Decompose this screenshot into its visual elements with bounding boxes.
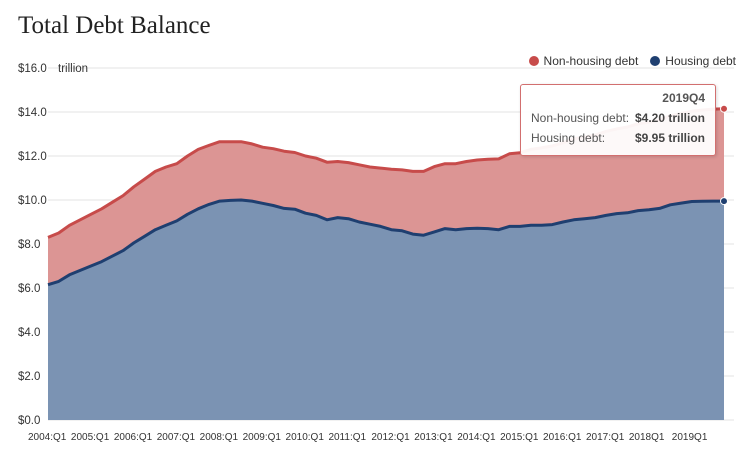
x-tick-label: 2005:Q1: [71, 432, 110, 443]
y-tick-label: $6.0: [18, 283, 40, 295]
x-tick-label: 2012:Q1: [371, 432, 410, 443]
x-tick-label: 2007:Q1: [157, 432, 196, 443]
x-tick-label: 2013:Q1: [414, 432, 453, 443]
legend-item-housing[interactable]: Housing debt: [650, 54, 736, 68]
y-tick-label: $10.0: [18, 195, 47, 207]
y-tick-label: $12.0: [18, 151, 47, 163]
x-tick-label: 2009:Q1: [243, 432, 282, 443]
area-layers: [48, 108, 724, 420]
x-tick-label: 2016:Q1: [543, 432, 582, 443]
tooltip-period: 2019Q4: [662, 91, 705, 105]
housing-end-point: [720, 197, 728, 206]
housing-line: [47, 198, 724, 287]
tooltip: 2019Q4 Non-housing debt: $4.20 trillion …: [520, 84, 716, 156]
legend-swatch-housing: [650, 56, 661, 66]
tooltip-label: Non-housing debt:: [531, 111, 630, 125]
tooltip-row-housing: Housing debt: $9.95 trillion: [531, 131, 705, 145]
y-tick-label: $14.0: [18, 107, 47, 119]
y-tick-label: $0.0: [18, 415, 40, 427]
x-tick-label: 2010:Q1: [286, 432, 325, 443]
legend-label-housing: Housing debt: [665, 54, 736, 68]
y-unit-label: trillion: [58, 63, 88, 75]
non-housing-end-point: [720, 104, 728, 113]
y-tick-label: $4.0: [18, 327, 40, 339]
x-tick-label: 2006:Q1: [114, 432, 153, 443]
x-tick-label: 2019Q1: [672, 432, 708, 443]
x-tick-label: 2015:Q1: [500, 432, 539, 443]
y-tick-label: $8.0: [18, 239, 40, 251]
x-axis: 2004:Q1 2005:Q1 2006:Q1 2007:Q1 2008:Q1 2009:…: [28, 432, 708, 443]
chart-title: Total Debt Balance: [18, 12, 211, 39]
x-tick-label: 2014:Q1: [457, 432, 496, 443]
tooltip-value: $4.20 trillion: [634, 111, 705, 125]
x-tick-label: 2004:Q1: [28, 432, 67, 443]
y-axis: $0.0 $2.0 $4.0 $6.0 $8.0 $10.0 $12.0 $14.0 $16.0…: [18, 63, 88, 427]
y-tick-label: $2.0: [18, 371, 40, 383]
legend-label-non-housing: Non-housing debt: [543, 54, 639, 68]
legend: Non-housing debt Housing debt: [528, 54, 736, 68]
housing-area: [48, 200, 724, 420]
x-tick-label: 2017:Q1: [586, 432, 625, 443]
end-points: [720, 104, 728, 206]
legend-item-non-housing[interactable]: Non-housing debt: [528, 54, 639, 68]
y-tick-label: $16.0: [18, 63, 47, 75]
tooltip-row-non-housing: Non-housing debt: $4.20 trillion: [531, 111, 705, 125]
tooltip-label: Housing debt:: [531, 131, 606, 145]
x-tick-label: 2008:Q1: [200, 432, 239, 443]
x-tick-label: 2011:Q1: [328, 432, 366, 443]
legend-swatch-non-housing: [528, 56, 539, 66]
x-tick-label: 2018Q1: [629, 432, 665, 443]
tooltip-value: $9.95 trillion: [634, 131, 705, 145]
